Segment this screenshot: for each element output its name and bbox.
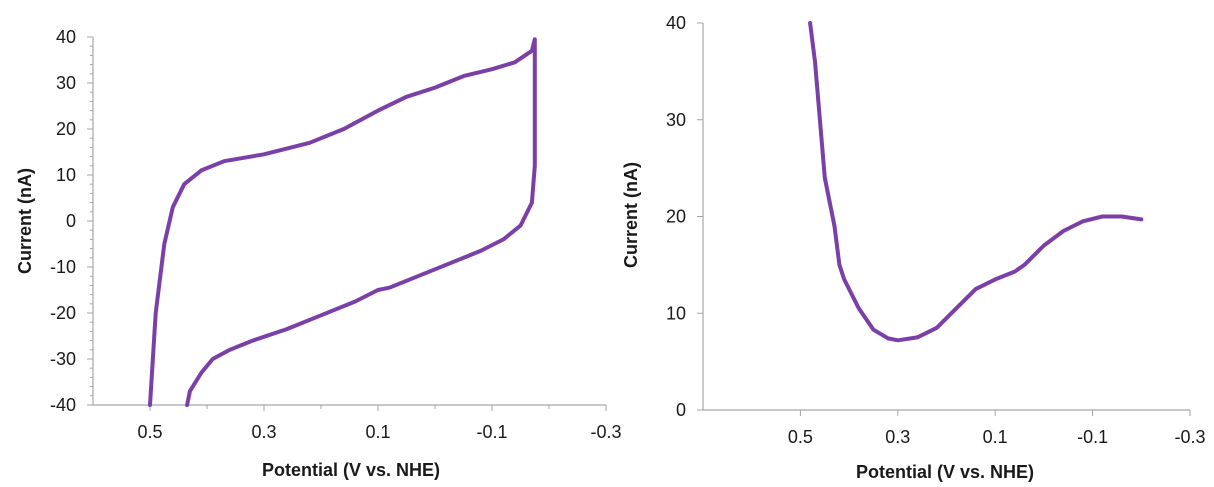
chart1-xtick-label: 0.5 (137, 422, 162, 442)
chart1-ytick-label: -30 (50, 349, 76, 369)
chart2-xlabel: Potential (V vs. NHE) (856, 462, 1034, 482)
chart1-ytick-label: 20 (56, 119, 76, 139)
chart1-ytick-label: 30 (56, 73, 76, 93)
chart-panel-lsv: Potential (V vs. NHE) Current (nA) 0 10 20… (621, 13, 1206, 482)
chart1-ytick-label: -10 (50, 257, 76, 277)
chart2-ylabel: Current (nA) (621, 162, 641, 268)
chart1-xlabel: Potential (V vs. NHE) (262, 460, 440, 480)
chart2-series-line (808, 21, 1144, 343)
chart2-ytick-label: 30 (666, 110, 686, 130)
chart2-ytick-label: 0 (676, 400, 686, 420)
chart1-ytick-label: -20 (50, 303, 76, 323)
chart1-xtick-label: -0.3 (590, 422, 621, 442)
chart2-xtick-label: -0.3 (1174, 427, 1205, 447)
chart2-xtick-label: 0.3 (885, 427, 910, 447)
chart1-xtick-label: 0.1 (365, 422, 390, 442)
chart1-ytick-label: 10 (56, 165, 76, 185)
chart2-ytick-label: 40 (666, 13, 686, 33)
chart1-ylabel: Current (nA) (15, 168, 35, 274)
chart2-xtick-label: 0.5 (788, 427, 813, 447)
chart1-ytick-label: -40 (50, 395, 76, 415)
chart-panel-cv: Potential (V vs. NHE) Current (nA) -40 -3… (15, 27, 622, 480)
chart1-ytick-label: 0 (66, 211, 76, 231)
chart2-xtick-label: 0.1 (983, 427, 1008, 447)
chart1-xtick-label: 0.3 (251, 422, 276, 442)
chart1-series-line (148, 37, 537, 407)
chart2-ytick-label: 10 (666, 303, 686, 323)
chart2-ytick-label: 20 (666, 207, 686, 227)
chart1-xtick-label: -0.1 (476, 422, 507, 442)
chart2-xtick-label: -0.1 (1077, 427, 1108, 447)
chart1-ytick-label: 40 (56, 27, 76, 47)
